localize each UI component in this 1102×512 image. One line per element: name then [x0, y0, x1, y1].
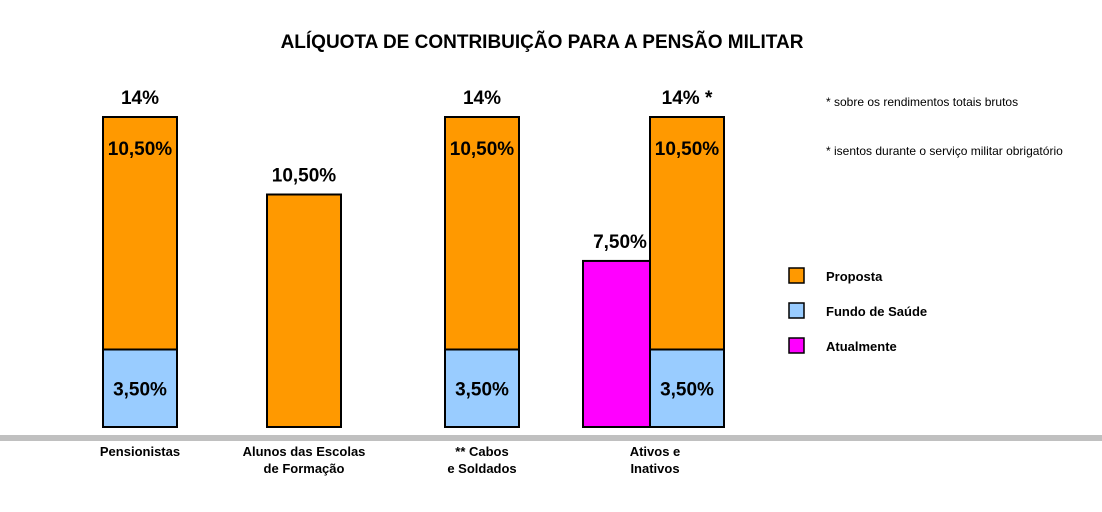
footnote-0: * sobre os rendimentos totais brutos — [826, 95, 1018, 109]
legend-label-fundo-de-saude: Fundo de Saúde — [826, 304, 927, 319]
category-label-1-1: de Formação — [264, 461, 345, 476]
bar-total-label-3: 7,50% — [593, 232, 647, 253]
bar-total-label-0: 14% — [121, 88, 159, 109]
bar-total-label-2: 14% — [463, 88, 501, 109]
category-label-2-0: ** Cabos — [455, 444, 508, 459]
bar-segment-proposta-2 — [444, 116, 520, 351]
segment-label-4-0: 3,50% — [660, 379, 714, 400]
category-label-3-1: Inativos — [630, 461, 679, 476]
bar-segment-atualmente-3 — [582, 259, 658, 428]
footnotes: * sobre os rendimentos totais brutos * is… — [826, 95, 1063, 158]
category-label-3-0: Ativos e — [630, 444, 681, 459]
segment-label-2-0: 3,50% — [455, 379, 509, 400]
bar-segment-fundo-de-saude-0 — [102, 348, 178, 428]
category-labels: Pensionistas Alunos das Escolas de Formaçã… — [100, 444, 680, 476]
bar-segment-fundo-de-saude-4 — [649, 348, 725, 428]
bar-segment-proposta-4 — [649, 116, 725, 351]
chart-title: ALÍQUOTA DE CONTRIBUIÇÃO PARA A PENSÃO M… — [281, 31, 804, 53]
segment-label-0-0: 3,50% — [113, 379, 167, 400]
legend-swatch-atualmente — [788, 337, 805, 354]
legend: Proposta Fundo de Saúde Atualmente — [788, 267, 927, 354]
labels-layer: 3,50% 10,50% 14% 10,50% 3,50% 10,50% 14% 7,50% 3… — [108, 88, 720, 400]
category-label-0-0: Pensionistas — [100, 444, 180, 459]
segment-label-4-1: 10,50% — [655, 139, 720, 160]
legend-swatch-proposta — [788, 267, 805, 284]
legend-label-proposta: Proposta — [826, 269, 883, 284]
segment-label-0-1: 10,50% — [108, 139, 173, 160]
bar-total-label-4: 14% * — [662, 88, 713, 109]
category-label-1-0: Alunos das Escolas — [243, 444, 366, 459]
bar-segment-proposta-1 — [266, 193, 342, 428]
bars-layer — [102, 116, 725, 428]
footnote-1: * isentos durante o serviço militar obri… — [826, 144, 1063, 158]
legend-label-atualmente: Atualmente — [826, 339, 897, 354]
segment-label-2-1: 10,50% — [450, 139, 515, 160]
category-label-2-1: e Soldados — [447, 461, 516, 476]
bar-segment-proposta-0 — [102, 116, 178, 351]
legend-swatch-fundo-de-saude — [788, 302, 805, 319]
bar-total-label-1: 10,50% — [272, 166, 337, 187]
